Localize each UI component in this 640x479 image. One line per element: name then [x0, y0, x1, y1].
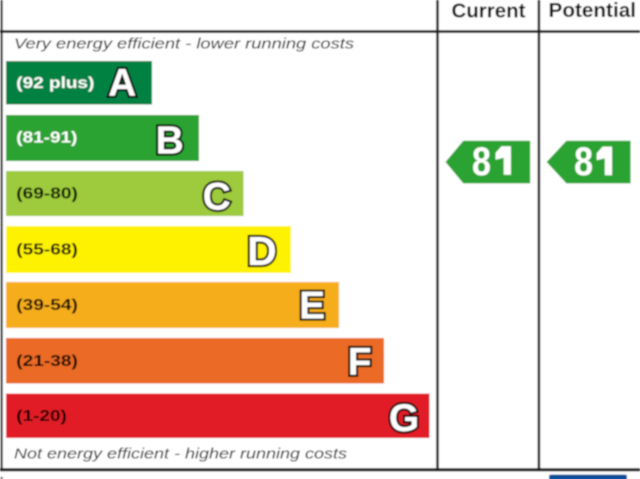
- svg-text:(21-38): (21-38): [16, 353, 78, 370]
- svg-text:8: 8: [574, 140, 593, 184]
- svg-text:G: G: [389, 397, 419, 440]
- svg-text:Current: Current: [452, 0, 526, 22]
- svg-text:(92 plus): (92 plus): [16, 75, 94, 92]
- svg-text:8: 8: [472, 140, 491, 184]
- svg-text:B: B: [156, 119, 184, 162]
- svg-text:F: F: [348, 341, 372, 384]
- svg-text:(1-20): (1-20): [16, 408, 67, 425]
- svg-text:(69-80): (69-80): [16, 186, 78, 203]
- svg-text:E: E: [299, 285, 325, 328]
- svg-text:Potential: Potential: [549, 0, 637, 22]
- svg-text:D: D: [247, 228, 277, 274]
- svg-text:(55-68): (55-68): [16, 242, 78, 259]
- svg-text:C: C: [203, 176, 231, 219]
- svg-text:(39-54): (39-54): [16, 297, 78, 314]
- svg-text:Not energy efficient - higher: Not energy efficient - higher running co…: [14, 446, 348, 463]
- svg-text:Very energy efficient - lower: Very energy efficient - lower running co…: [14, 35, 355, 52]
- svg-text:(81-91): (81-91): [16, 130, 77, 147]
- svg-text:A: A: [108, 62, 136, 105]
